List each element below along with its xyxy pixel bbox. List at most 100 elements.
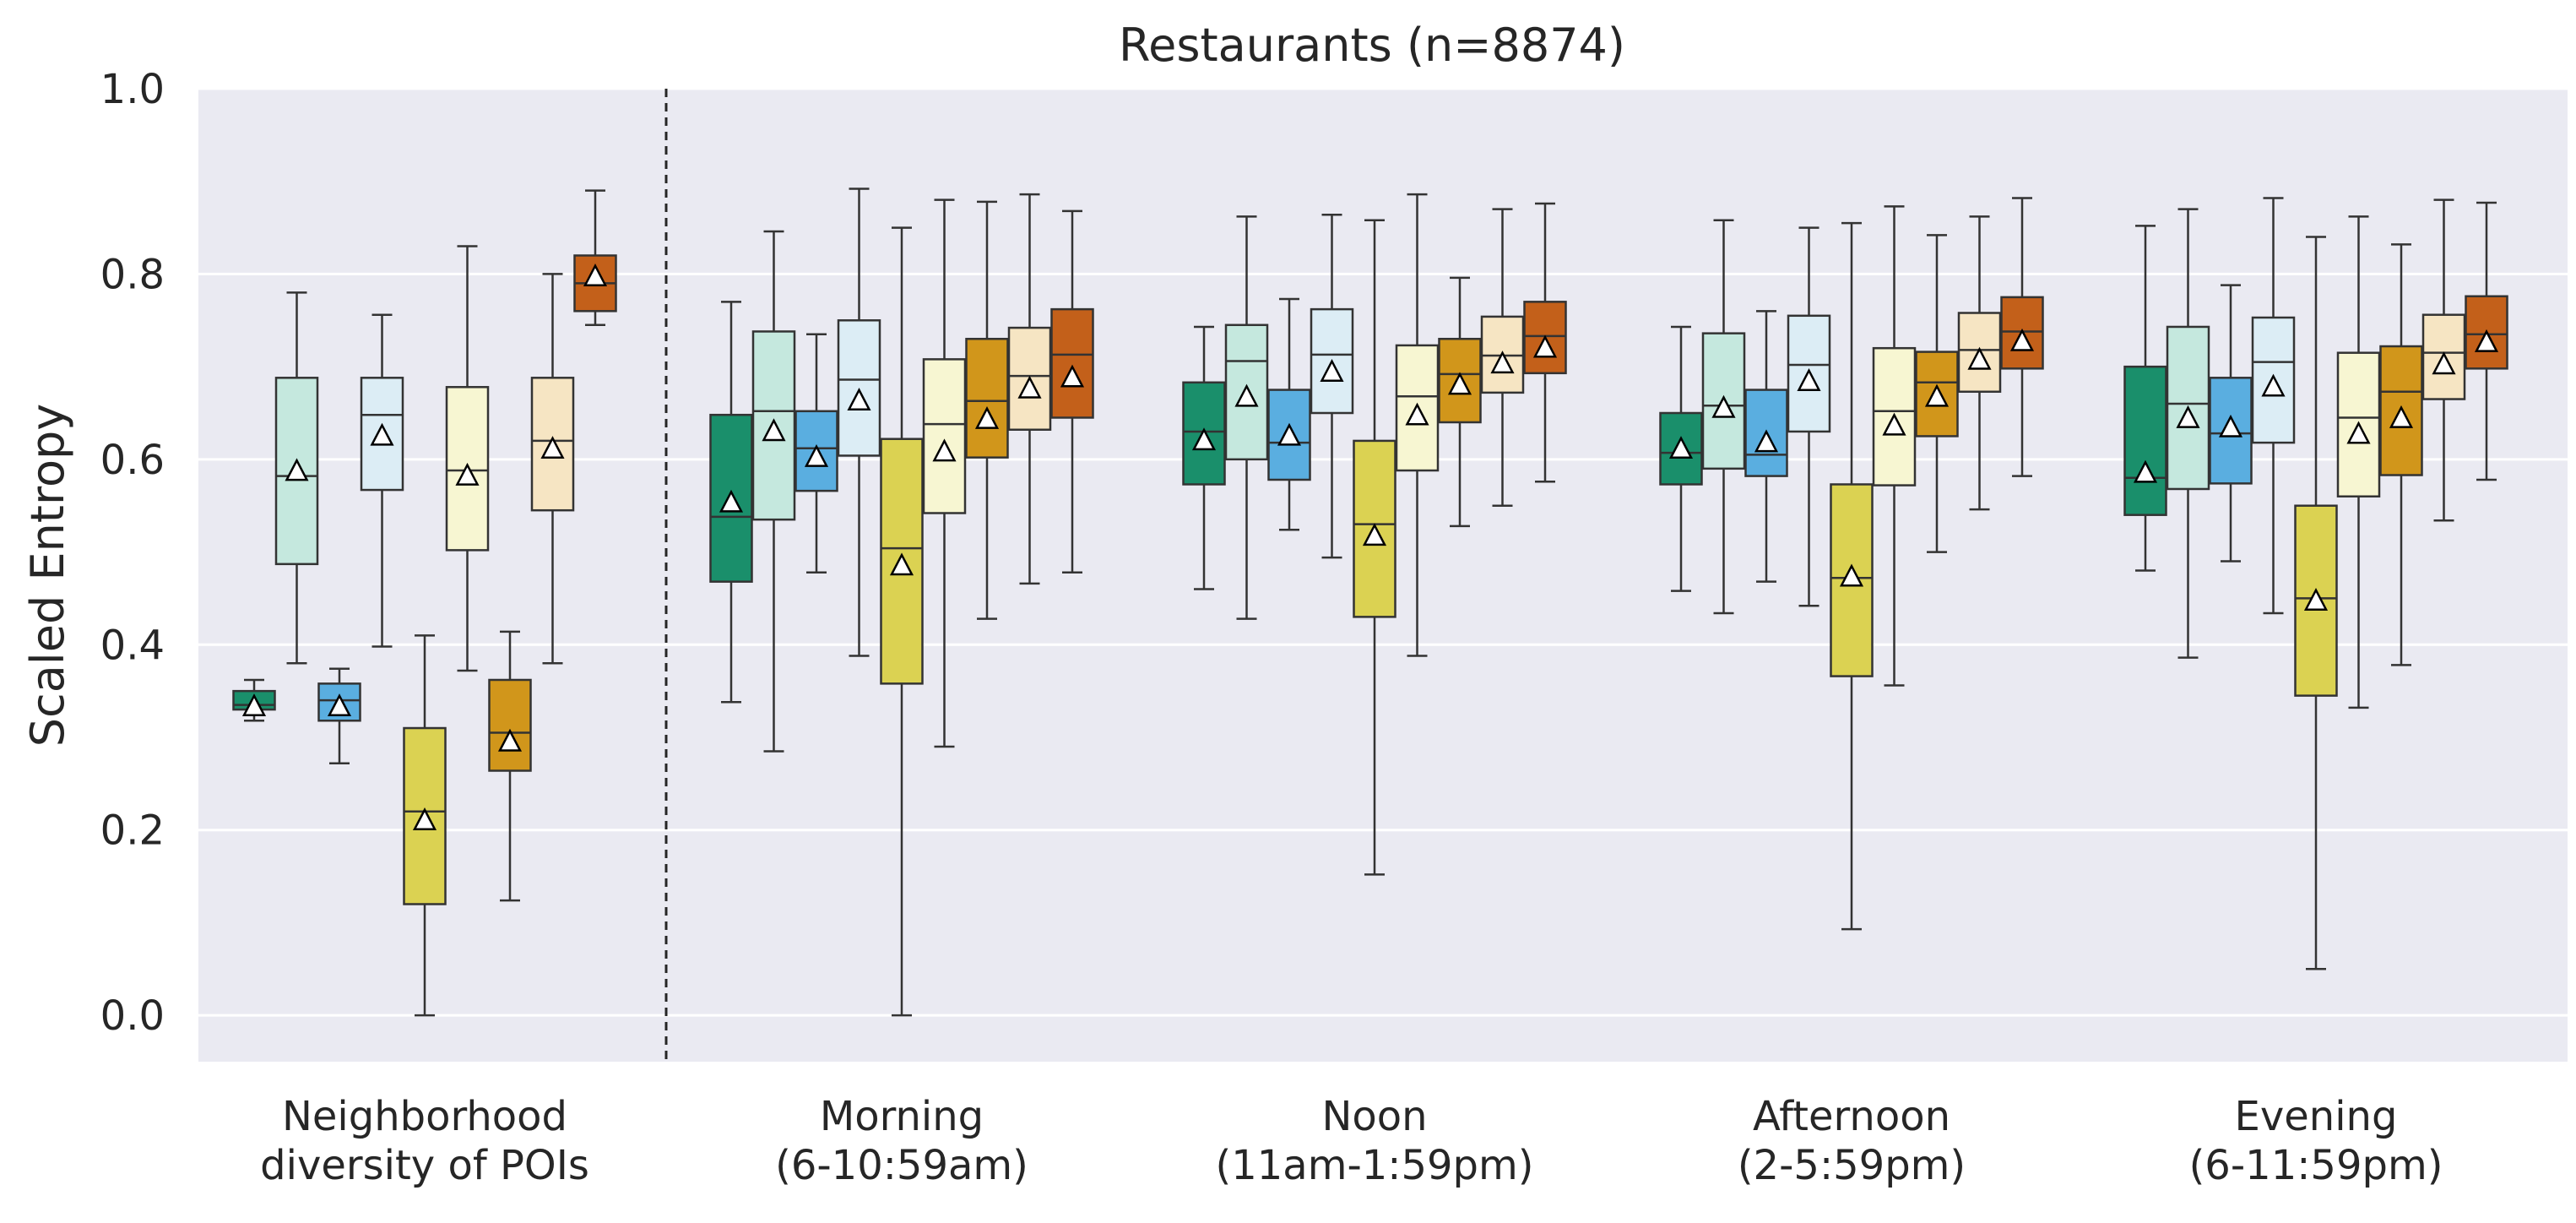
mean-marker [412,807,437,830]
x-axis-tick-labels: Neighborhood diversity of POIs Morning (6-1… [260,1093,2443,1189]
box-plot-item [1395,193,1440,657]
mean-marker [847,388,871,410]
mean-marker [1839,563,1864,587]
mean-marker [2176,405,2200,428]
box-plot-item [1182,325,1226,590]
box-iqr [1787,314,1831,433]
y-axis-label: Scaled Entropy [21,404,74,747]
mean-marker [1882,412,1906,436]
mean-marker [455,462,480,486]
box-plot-item [880,226,924,1017]
box-plot-item [2336,215,2381,709]
box-plot-item [1523,202,1567,483]
box-plot-item [1957,215,2002,511]
box-group [709,188,1094,1017]
box-plot-item [1007,193,1052,585]
mean-marker [2389,405,2414,428]
mean-marker [285,458,309,481]
box-plot-item [2166,208,2210,659]
box-plot-item [2123,225,2167,572]
box-plot-item [2000,197,2044,477]
box-plot-item [794,333,838,573]
box-plot-item [488,630,532,902]
mean-marker [1447,372,1472,395]
box-plot-item [1353,219,1396,876]
mean-marker [2218,414,2243,438]
box-group [1182,193,1567,876]
box-plot-item [1830,221,1874,931]
box-plot-item [2209,284,2253,563]
box-plot-item [965,200,1009,620]
box-iqr [1438,337,1482,424]
mean-marker [1405,402,1429,426]
y-tick-label: 0.4 [100,622,165,669]
mean-marker [1924,383,1950,407]
box-plot-item [1050,209,1094,573]
mean-marker [1490,351,1515,374]
mean-marker [497,728,523,752]
x-tick-label: Morning (6-10:59am) [775,1093,1028,1189]
box-plot-item [709,301,753,704]
mean-marker [327,693,352,717]
mean-marker [2346,421,2371,444]
x-tick-label: Noon (11am-1:59pm) [1215,1093,1533,1189]
mean-marker [1320,359,1344,382]
box-plot-item [317,667,361,764]
y-tick-label: 0.6 [100,437,165,484]
box-iqr [880,438,924,685]
box-plot-item [530,273,575,665]
box-plot-item [1438,276,1482,528]
box-iqr [488,678,532,772]
box-group [1659,197,2044,931]
box-plot-item [2465,201,2508,481]
box-plot-item [1310,213,1354,559]
box-plot-item [232,678,276,722]
y-tick-label: 0.0 [100,992,165,1040]
mean-marker [1532,334,1558,358]
box-iqr [922,358,967,514]
box-iqr [445,386,490,552]
box-plot-item [403,634,447,1017]
mean-marker [2133,459,2158,483]
mean-marker [1060,364,1085,388]
mean-marker [2474,329,2499,352]
mean-marker [1797,367,1821,391]
mean-marker [2261,373,2286,397]
mean-marker [1362,523,1387,546]
box-plot-item [751,230,796,753]
boxes-layer [232,188,2508,1017]
y-tick-label: 0.8 [100,251,165,298]
y-tick-label: 0.2 [100,807,165,855]
box-plot-item [2294,236,2338,970]
mean-marker [762,418,786,442]
mean-marker [974,405,1000,429]
mean-marker [1711,394,1736,418]
box-plot-item [1872,205,1917,687]
box-plot-item [1659,325,1703,592]
box-iqr [1050,307,1094,419]
box-plot-item [573,189,617,327]
box-plot-item [1267,297,1311,531]
box-plot-item [837,188,881,657]
mean-marker [804,443,829,467]
y-tick-label: 1.0 [100,66,165,113]
mean-marker [583,264,608,286]
box-plot-item [274,291,319,665]
box-group [2123,197,2508,970]
mean-marker [370,422,394,446]
box-iqr [2123,365,2167,516]
mean-marker [540,436,565,459]
box-plot-item [1701,219,1746,615]
box-plot-item [1224,215,1269,620]
box-iqr [1659,411,1703,486]
box-iqr [965,337,1009,459]
mean-marker [2009,328,2035,351]
box-iqr [1353,439,1396,618]
mean-marker [1234,383,1259,407]
box-iqr [751,330,796,521]
mean-marker [1967,346,1992,370]
box-plot-item [1787,226,1831,607]
chart-title: Restaurants (n=8874) [1119,19,1625,72]
box-plot-item [445,245,490,672]
mean-marker [1191,427,1217,451]
